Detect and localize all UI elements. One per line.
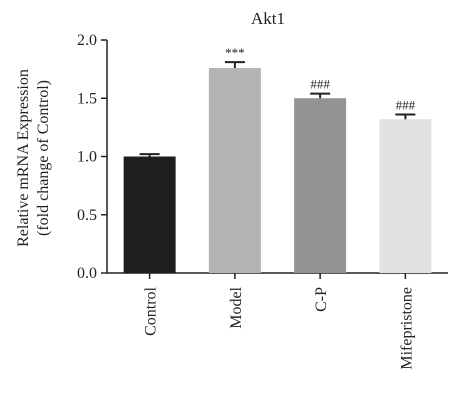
y-axis-ticks: 0.0 0.5 1.0 1.5 2.0 bbox=[77, 32, 107, 282]
bar-model bbox=[208, 67, 261, 274]
y-tick-label: 2.0 bbox=[77, 32, 97, 49]
x-tick-label: Model bbox=[228, 286, 245, 328]
x-tick-label: Control bbox=[143, 286, 160, 335]
x-axis-ticks: Control Model C-P Mifepristone bbox=[143, 273, 415, 370]
y-tick-label: 1.5 bbox=[77, 90, 97, 107]
bars: *** ### ### bbox=[123, 45, 432, 274]
bar-control bbox=[123, 156, 176, 273]
x-tick-label: Mifepristone bbox=[398, 287, 415, 370]
y-axis-label-line-2: (fold change of Control) bbox=[35, 80, 52, 236]
bar-c-p bbox=[294, 98, 347, 273]
chart-title: Akt1 bbox=[251, 9, 285, 28]
significance-label: ### bbox=[396, 98, 416, 113]
y-tick-label: 0.0 bbox=[77, 265, 97, 282]
significance-label: ### bbox=[310, 77, 330, 92]
bar-mifepristone bbox=[379, 119, 432, 273]
x-tick-label: C-P bbox=[313, 287, 330, 312]
significance-label: *** bbox=[225, 45, 245, 60]
y-tick-label: 1.0 bbox=[77, 149, 97, 166]
y-axis-label: Relative mRNA Expression (fold change of… bbox=[15, 69, 52, 247]
y-axis-label-line-1: Relative mRNA Expression bbox=[15, 69, 32, 247]
y-tick-label: 0.5 bbox=[77, 207, 97, 224]
